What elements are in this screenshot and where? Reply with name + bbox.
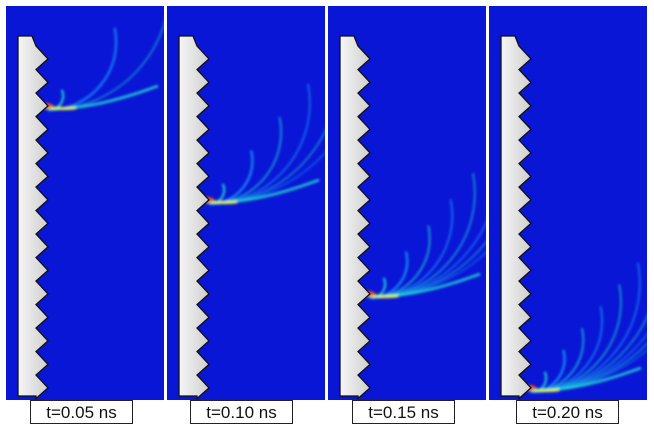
frame-t005: [6, 6, 164, 400]
time-label-t020: t=0.20 ns: [516, 400, 619, 424]
frame-t020: [489, 6, 647, 400]
time-label-t015: t=0.15 ns: [352, 400, 455, 424]
simulation-figure: [6, 6, 648, 400]
time-label-t005: t=0.05 ns: [30, 400, 133, 424]
frame-t015: [328, 6, 486, 400]
time-label-t010: t=0.10 ns: [190, 400, 293, 424]
frame-t010: [167, 6, 325, 400]
